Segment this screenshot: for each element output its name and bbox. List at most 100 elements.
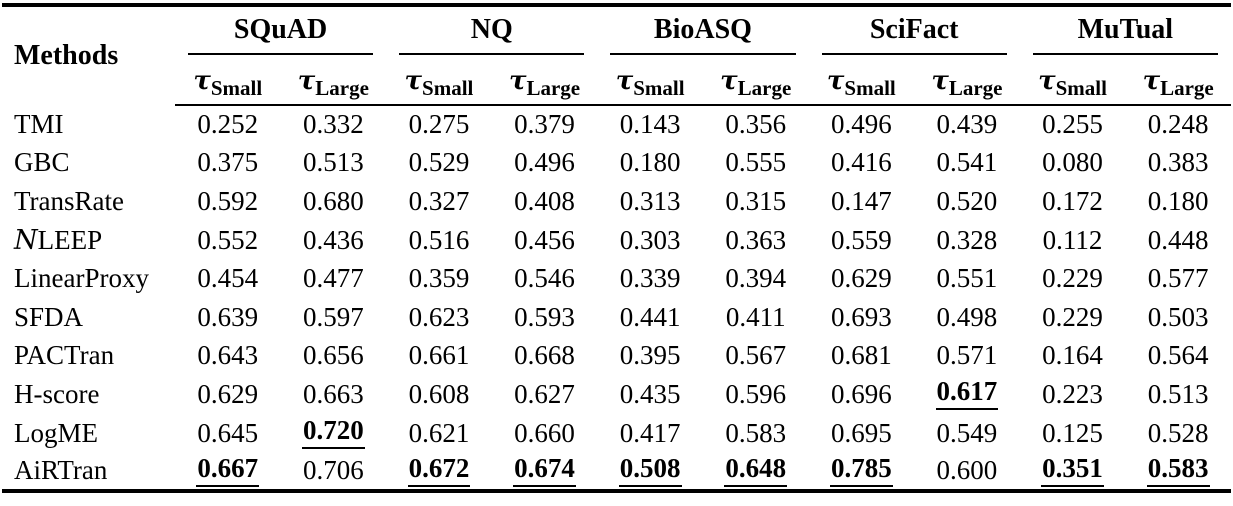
tau-symbol: τ xyxy=(508,65,527,96)
dataset-label: SciFact xyxy=(869,14,959,45)
table-row: NLEEP 0.552 0.436 0.516 0.456 0.303 0.363 0.559… xyxy=(2,221,1231,260)
method-name: SFDA xyxy=(14,301,84,332)
value-cell: 0.496 xyxy=(830,109,892,140)
tau-subscript: Small xyxy=(1055,75,1107,100)
value-cell: 0.339 xyxy=(619,263,681,294)
tau-symbol: τ xyxy=(297,65,316,96)
value-cell: 0.180 xyxy=(1147,185,1209,216)
metric-header-tau-large-squad: τLarge xyxy=(280,57,387,106)
value-cell: 0.252 xyxy=(197,109,259,140)
best-value: 0.785 xyxy=(829,454,893,487)
value-cell: 0.275 xyxy=(408,109,470,140)
tau-subscript: Large xyxy=(948,75,1003,100)
value-cell: 0.255 xyxy=(1042,109,1103,140)
value-cell: 0.448 xyxy=(1147,224,1209,255)
value-cell: 0.623 xyxy=(408,301,470,332)
value-cell: 0.498 xyxy=(936,301,998,332)
value-cell: 0.411 xyxy=(725,301,786,332)
value-cell: 0.617 xyxy=(914,375,1020,414)
value-cell: 0.660 xyxy=(514,417,575,448)
column-group-nq: NQ xyxy=(386,5,597,57)
tau-symbol: τ xyxy=(1142,65,1161,96)
table-row: TMI 0.252 0.332 0.275 0.379 0.143 0.356 0.496 0.… xyxy=(2,105,1231,144)
table-row: AiRTran 0.667 0.706 0.672 0.674 0.508 0.648 0.7… xyxy=(2,452,1231,491)
value-cell: 0.621 xyxy=(408,417,470,448)
best-value: 0.351 xyxy=(1041,454,1104,487)
value-cell: 0.629 xyxy=(830,263,892,294)
metric-header-tau-large-bioasq: τLarge xyxy=(702,57,809,106)
value-cell: 0.408 xyxy=(514,185,575,216)
value-cell: 0.597 xyxy=(302,301,364,332)
value-cell: 0.435 xyxy=(619,378,681,409)
tau-symbol: τ xyxy=(931,65,949,96)
table-header: Methods SQuAD NQ BioASQ SciFact MuTual τSmal… xyxy=(2,5,1231,106)
value-cell: 0.180 xyxy=(619,147,681,178)
value-cell: 0.577 xyxy=(1147,263,1209,294)
value-cell: 0.706 xyxy=(302,455,364,486)
value-cell: 0.661 xyxy=(408,340,470,371)
best-value: 0.720 xyxy=(301,417,365,450)
tau-subscript: Small xyxy=(844,75,896,100)
best-value: 0.672 xyxy=(407,454,471,487)
tau-subscript: Large xyxy=(526,75,581,100)
metric-header-tau-small-squad: τSmall xyxy=(174,57,281,106)
value-cell: 0.143 xyxy=(619,109,681,140)
best-value: 0.508 xyxy=(618,454,682,487)
value-cell: 0.520 xyxy=(936,185,998,216)
value-cell: 0.555 xyxy=(725,147,787,178)
method-name: TMI xyxy=(14,108,64,139)
value-cell: 0.668 xyxy=(514,340,575,371)
value-cell: 0.571 xyxy=(936,340,998,371)
value-cell: 0.508 xyxy=(597,452,703,491)
value-cell: 0.394 xyxy=(725,263,787,294)
value-cell: 0.785 xyxy=(809,452,915,491)
group-header-row: Methods SQuAD NQ BioASQ SciFact MuTual xyxy=(2,5,1231,71)
column-group-scifact: SciFact xyxy=(809,5,1020,57)
method-name: LinearProxy xyxy=(14,263,149,294)
column-group-mutual: MuTual xyxy=(1020,5,1231,57)
value-cell: 0.125 xyxy=(1042,417,1103,448)
table-row: PACTran 0.643 0.656 0.661 0.668 0.395 0.567 0.6… xyxy=(2,337,1231,376)
value-cell: 0.663 xyxy=(302,378,364,409)
value-cell: 0.516 xyxy=(408,224,470,255)
group-underline-rule xyxy=(610,52,796,55)
tau-symbol: τ xyxy=(615,65,634,96)
value-cell: 0.639 xyxy=(197,301,259,332)
value-cell: 0.593 xyxy=(514,301,575,332)
column-group-squad: SQuAD xyxy=(175,5,386,57)
table-row: LogME 0.645 0.720 0.621 0.660 0.417 0.583 0.695… xyxy=(2,414,1231,453)
method-name: LogME xyxy=(14,417,98,448)
group-underline-rule xyxy=(399,52,585,55)
best-value: 0.648 xyxy=(724,454,788,487)
value-cell: 0.379 xyxy=(514,109,575,140)
value-cell: 0.477 xyxy=(302,263,364,294)
best-value: 0.617 xyxy=(935,378,999,411)
best-value: 0.674 xyxy=(513,454,576,487)
value-cell: 0.528 xyxy=(1147,417,1209,448)
method-name: PACTran xyxy=(14,340,115,371)
metric-header-tau-large-nq: τLarge xyxy=(491,57,598,106)
value-cell: 0.643 xyxy=(197,340,259,371)
dataset-label: SQuAD xyxy=(233,14,328,45)
tau-subscript: Large xyxy=(315,75,369,100)
value-cell: 0.541 xyxy=(936,147,998,178)
value-cell: 0.546 xyxy=(514,263,575,294)
value-cell: 0.680 xyxy=(302,185,364,216)
value-cell: 0.375 xyxy=(197,147,259,178)
value-cell: 0.112 xyxy=(1042,224,1103,255)
value-cell: 0.667 xyxy=(175,452,281,491)
value-cell: 0.549 xyxy=(936,417,998,448)
dataset-label: MuTual xyxy=(1077,14,1174,45)
table-row: TransRate 0.592 0.680 0.327 0.408 0.313 0.315 0… xyxy=(2,182,1231,221)
value-cell: 0.229 xyxy=(1042,301,1103,332)
results-table: Methods SQuAD NQ BioASQ SciFact MuTual τSmal… xyxy=(2,3,1231,493)
tau-subscript: Small xyxy=(210,75,263,100)
value-cell: 0.674 xyxy=(492,452,598,491)
value-cell: 0.496 xyxy=(514,147,575,178)
value-cell: 0.351 xyxy=(1020,452,1126,491)
dataset-label: BioASQ xyxy=(653,14,752,45)
method-name: TransRate xyxy=(14,185,125,216)
value-cell: 0.080 xyxy=(1042,147,1103,178)
value-cell: 0.559 xyxy=(830,224,892,255)
